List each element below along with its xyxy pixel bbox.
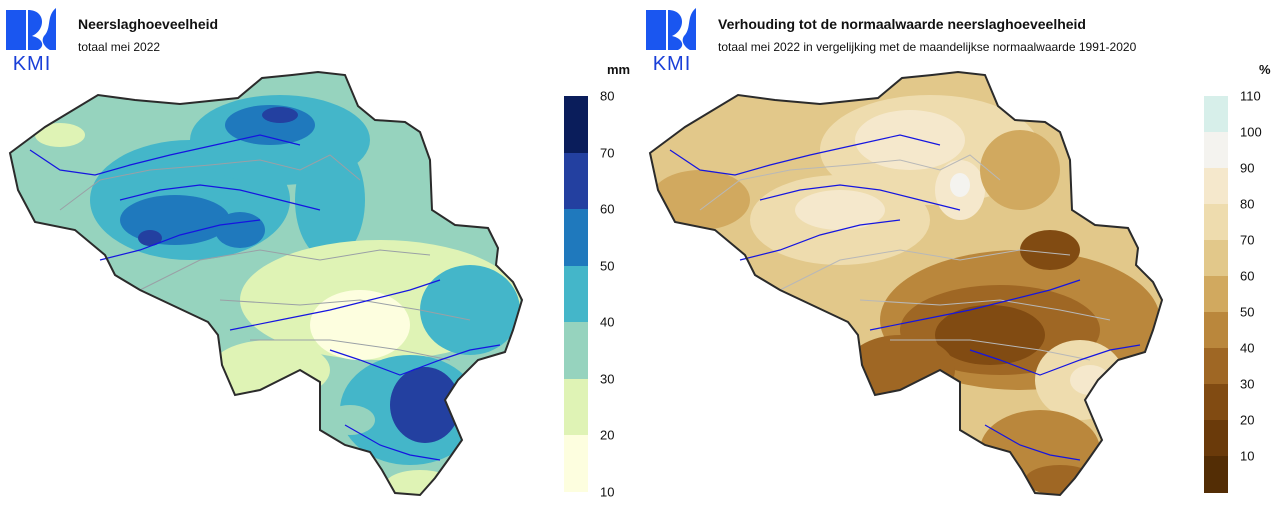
legend-swatch	[1204, 204, 1228, 241]
map-subtitle: totaal mei 2022 in vergelijking met de m…	[718, 40, 1137, 54]
legend-swatch	[1204, 132, 1228, 169]
legend-tick-label: 50	[1240, 304, 1255, 320]
rainfall-contours	[10, 72, 522, 495]
legend-tick-label: 100	[1240, 124, 1262, 140]
rainfall-legend: 80 70 60 50 40 30 20 10	[564, 89, 614, 500]
legend-swatch	[1204, 96, 1228, 133]
map-title: Neerslaghoeveelheid	[78, 16, 219, 32]
kmi-logo-mark-icon	[646, 8, 696, 50]
legend-swatch	[1204, 384, 1228, 421]
map-subtitle: totaal mei 2022	[78, 40, 161, 54]
legend-tick-label: 80	[600, 88, 615, 104]
kmi-logo-text: KMI	[12, 53, 52, 75]
legend-tick-label: 110	[1240, 88, 1261, 104]
legend-tick-label: 70	[600, 145, 615, 161]
legend-tick-label: 80	[1240, 196, 1255, 212]
rivers	[29, 134, 501, 461]
legend-tick-label: 60	[600, 201, 615, 217]
belgium-rainfall-map	[8, 70, 524, 497]
legend-tick-label: 10	[1240, 448, 1255, 464]
legend-swatch	[564, 265, 588, 323]
kmi-logo-mark-icon	[6, 8, 56, 50]
legend-swatch	[1204, 240, 1228, 277]
legend-tick-label: 70	[1240, 232, 1255, 248]
kmi-logo-text: KMI	[652, 53, 692, 75]
legend-tick-label: 20	[1240, 412, 1255, 428]
legend-tick-label: 40	[1240, 340, 1255, 356]
ratio-contours	[650, 72, 1162, 495]
legend-unit: %	[1259, 62, 1271, 77]
ratio-legend: 110 100 90 80 70 60 50 40 30 20 10	[1204, 89, 1262, 493]
legend-unit: mm	[607, 62, 631, 77]
legend-tick-label: 30	[1240, 376, 1255, 392]
legend-swatch	[564, 322, 588, 380]
legend-swatch	[1204, 168, 1228, 205]
legend-tick-label: 40	[600, 314, 615, 330]
legend-tick-label: 90	[1240, 160, 1255, 176]
legend-swatch	[564, 378, 588, 436]
province-borders	[59, 154, 471, 361]
province-borders	[699, 154, 1111, 361]
legend-swatch	[1204, 276, 1228, 313]
legend-swatch	[1204, 348, 1228, 385]
legend-tick-label: 50	[600, 258, 615, 274]
ratio-map-panel: KMI Verhouding tot de normaalwaarde neer…	[640, 0, 1280, 507]
map-title: Verhouding tot de normaalwaarde neerslag…	[718, 16, 1086, 32]
rainfall-map-panel: KMI Neerslaghoeveelheid totaal mei 2022	[6, 6, 631, 500]
legend-swatch	[564, 435, 588, 493]
belgium-ratio-map	[648, 70, 1164, 497]
belgium-border	[648, 70, 1164, 497]
kmi-logo: KMI	[6, 6, 58, 75]
legend-swatch	[564, 209, 588, 267]
legend-swatch	[1204, 456, 1228, 493]
legend-swatch	[564, 152, 588, 210]
kmi-logo: KMI	[646, 6, 698, 75]
legend-swatch	[1204, 312, 1228, 349]
legend-swatch	[1204, 420, 1228, 457]
belgium-border	[8, 70, 524, 497]
legend-tick-label: 30	[600, 371, 615, 387]
legend-tick-label: 10	[600, 484, 615, 500]
legend-tick-label: 20	[600, 427, 615, 443]
legend-tick-label: 60	[1240, 268, 1255, 284]
legend-swatch	[564, 96, 588, 154]
rivers	[669, 134, 1141, 461]
